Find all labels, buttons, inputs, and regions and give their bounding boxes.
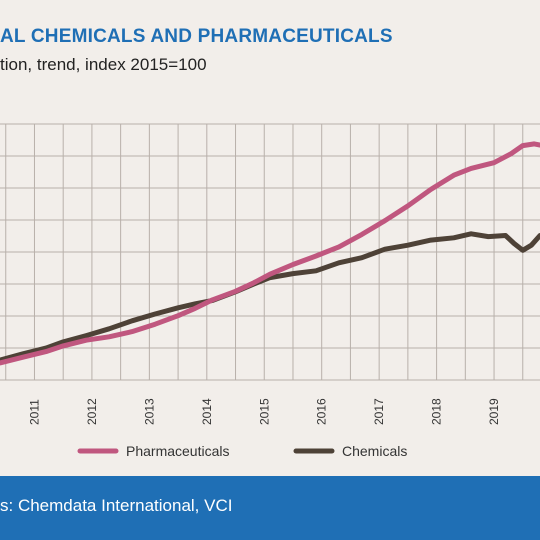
x-tick-label: 2019 (487, 398, 501, 425)
x-tick-label: 2015 (257, 398, 271, 425)
line-chart: 2011201220132014201520162017201820192020… (0, 123, 540, 459)
x-tick-label: 2016 (315, 398, 329, 425)
series-line-pharmaceuticals (0, 141, 540, 366)
legend-item-chemicals-label: Chemicals (342, 443, 407, 459)
legend-item-pharmaceuticals-label: Pharmaceuticals (126, 443, 230, 459)
x-tick-label: 2012 (85, 398, 99, 425)
x-tick-label: 2017 (372, 398, 386, 425)
series-line-chemicals (0, 231, 540, 363)
source-bar: s: Chemdata International, VCI (0, 476, 540, 540)
chart-subtitle: tion, trend, index 2015=100 (0, 55, 207, 74)
source-text: s: Chemdata International, VCI (0, 496, 233, 515)
chart-title: AL CHEMICALS AND PHARMACEUTICALS (0, 26, 393, 47)
x-tick-label: 2018 (430, 398, 444, 425)
x-tick-label: 2014 (200, 398, 214, 425)
x-tick-label: 2013 (142, 398, 156, 425)
x-tick-label: 2011 (27, 399, 41, 425)
